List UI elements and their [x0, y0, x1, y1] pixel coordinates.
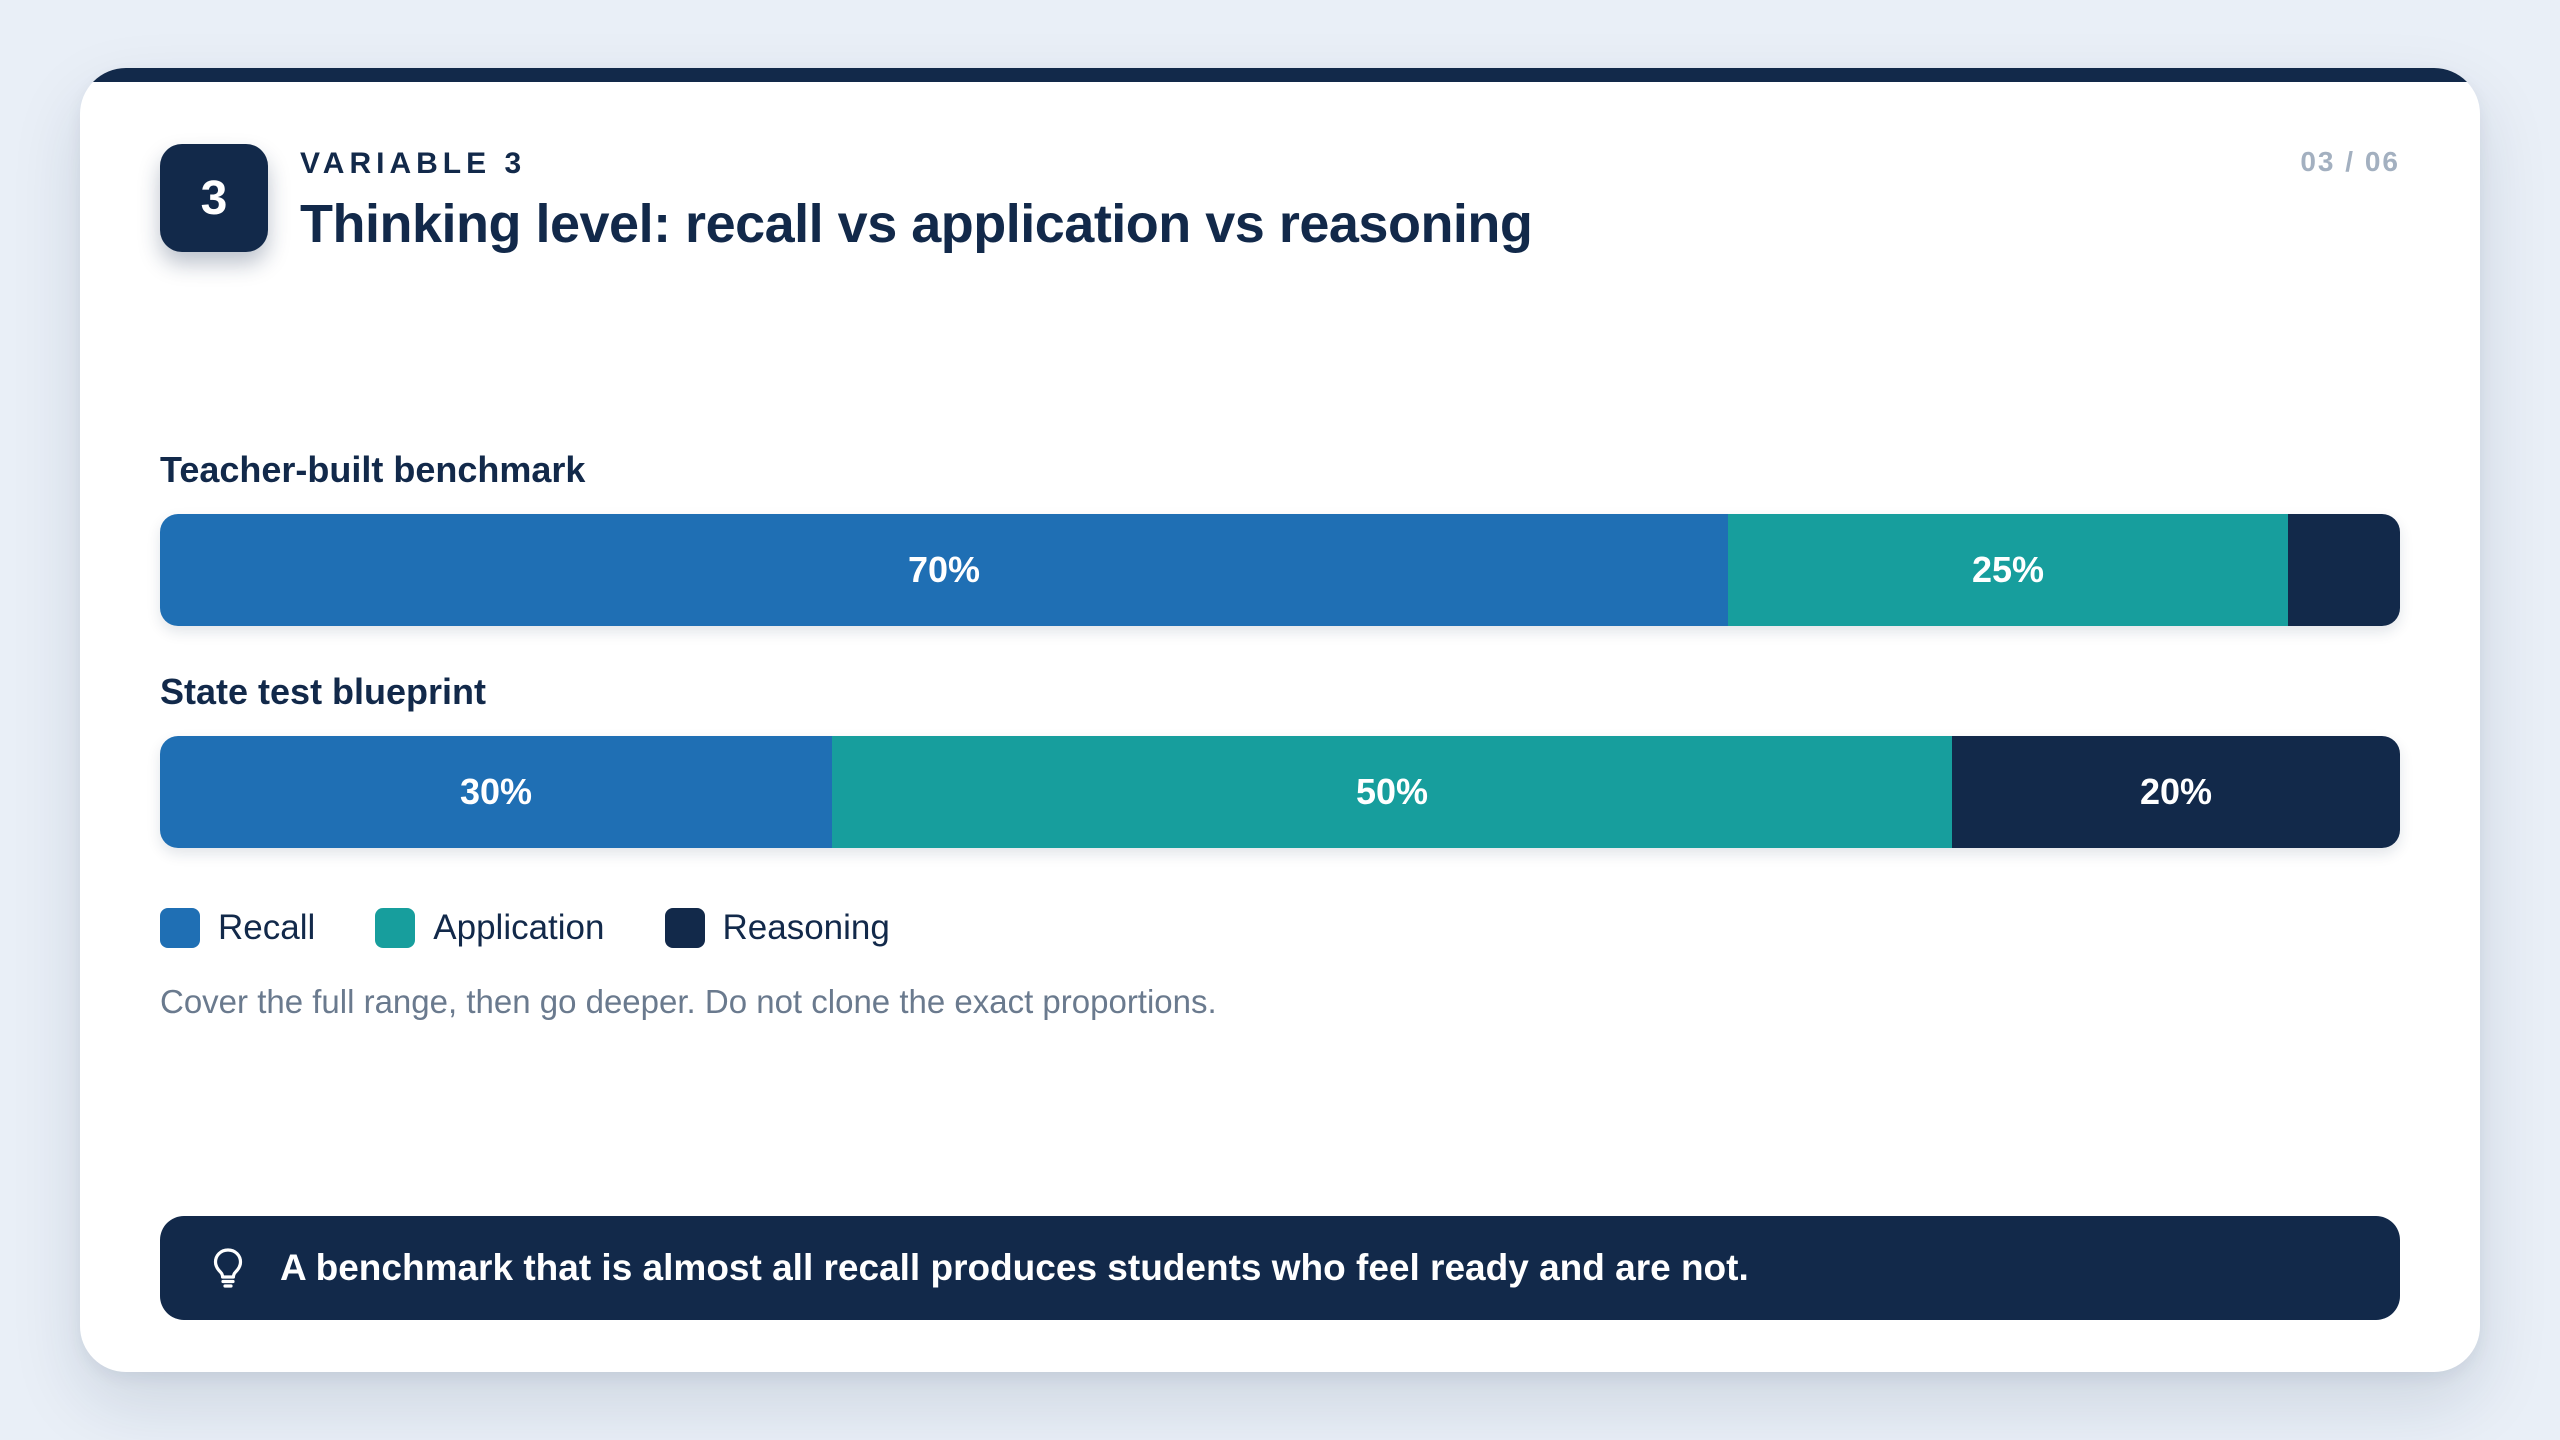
callout-banner: A benchmark that is almost all recall pr…	[160, 1216, 2400, 1320]
legend-swatch	[375, 908, 416, 948]
data-label: 50%	[1355, 771, 1429, 812]
eyebrow-label: VARIABLE 3	[300, 147, 527, 180]
legend-swatch	[664, 908, 705, 948]
callout-text: A benchmark that is almost all recall pr…	[280, 1247, 1749, 1288]
bar-segment-application: 50%	[832, 736, 1952, 848]
stacked-bar-state-blueprint: 30% 50% 20%	[160, 736, 2400, 848]
legend-item-application: Application	[375, 908, 605, 948]
legend-item-reasoning: Reasoning	[664, 908, 890, 948]
legend-item-recall: Recall	[160, 908, 315, 948]
bar-segment-recall: 30%	[160, 736, 832, 848]
bar-segment-reasoning: 20%	[1952, 736, 2400, 848]
bar-segment-application: 25%	[1728, 514, 2288, 626]
variable-number-badge: 3	[160, 144, 268, 252]
lightbulb-icon	[210, 1246, 246, 1290]
legend-label: Application	[433, 908, 605, 947]
slide-title: Thinking level: recall vs application vs…	[300, 194, 1533, 254]
data-label: 20%	[2139, 771, 2213, 812]
bar-segment-recall: 70%	[160, 514, 1728, 626]
legend-label: Recall	[218, 908, 316, 947]
row-label-state-blueprint: State test blueprint	[160, 671, 487, 712]
legend-label: Reasoning	[722, 908, 890, 947]
stacked-bar-teacher-benchmark: 70% 25%	[160, 514, 2400, 626]
page-counter: 03 / 06	[2300, 146, 2400, 177]
data-label: 25%	[1971, 549, 2045, 590]
data-label: 70%	[907, 549, 981, 590]
slide-card: 3 VARIABLE 3 Thinking level: recall vs a…	[80, 68, 2480, 1372]
data-label: 30%	[459, 771, 533, 812]
row-label-teacher-benchmark: Teacher-built benchmark	[160, 449, 586, 490]
bar-segment-reasoning	[2288, 514, 2400, 626]
legend-swatch	[160, 908, 200, 948]
guidance-note: Cover the full range, then go deeper. Do…	[160, 983, 1217, 1020]
top-accent-stripe	[80, 68, 2480, 82]
chart-legend: Recall Application Reasoning	[160, 898, 950, 958]
